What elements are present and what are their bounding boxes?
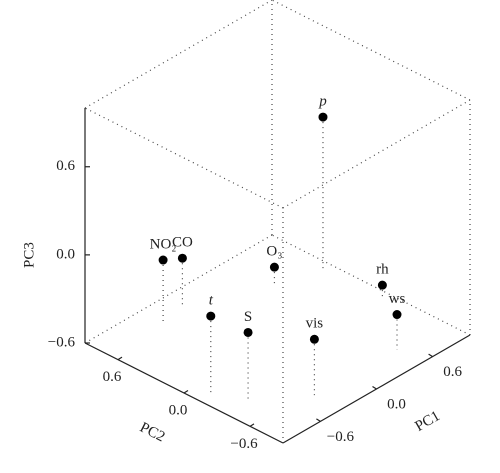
x-tick-label: 0.6 [443,364,462,380]
point [269,262,279,272]
point [158,255,168,265]
point [309,334,319,344]
box-edge [84,107,284,209]
point-label: S [244,309,252,325]
y-tick-label: 0.6 [103,369,122,385]
y-tick [249,423,255,427]
box-edge [84,234,273,344]
y-tick [183,389,189,394]
point [177,253,187,263]
y-axis-label: PC2 [137,420,167,446]
point-label: ws [389,291,406,307]
point-label: rh [376,262,389,278]
x-tick [428,353,433,358]
x-axis-label: PC1 [413,408,443,435]
box-edge [271,234,471,336]
z-tick-label: −0.6 [48,334,76,350]
x-tick-label: −0.6 [327,429,355,445]
point-label: CO [172,235,193,251]
point [377,280,387,290]
box-edge [282,99,471,209]
y-tick-label: −0.6 [230,436,258,452]
z-tick-label: 0.0 [56,246,75,262]
y-tick [117,356,123,361]
point-label: p [318,94,327,110]
point-label: O₃ [266,244,282,260]
x-tick [372,385,377,390]
z-tick-label: 0.6 [56,158,75,174]
point [206,311,216,321]
y-tick-label: 0.0 [169,402,188,418]
point [392,310,402,320]
z-axis-label: PC3 [21,242,37,268]
point-label: t [209,293,214,309]
box-edge [271,0,471,101]
x-tick-label: 0.0 [387,396,406,412]
point-label: vis [306,316,324,332]
point [318,112,328,122]
box-edge [84,0,273,109]
point [243,327,253,337]
x-tick [316,418,321,422]
point-label: NO₂ [150,236,177,252]
